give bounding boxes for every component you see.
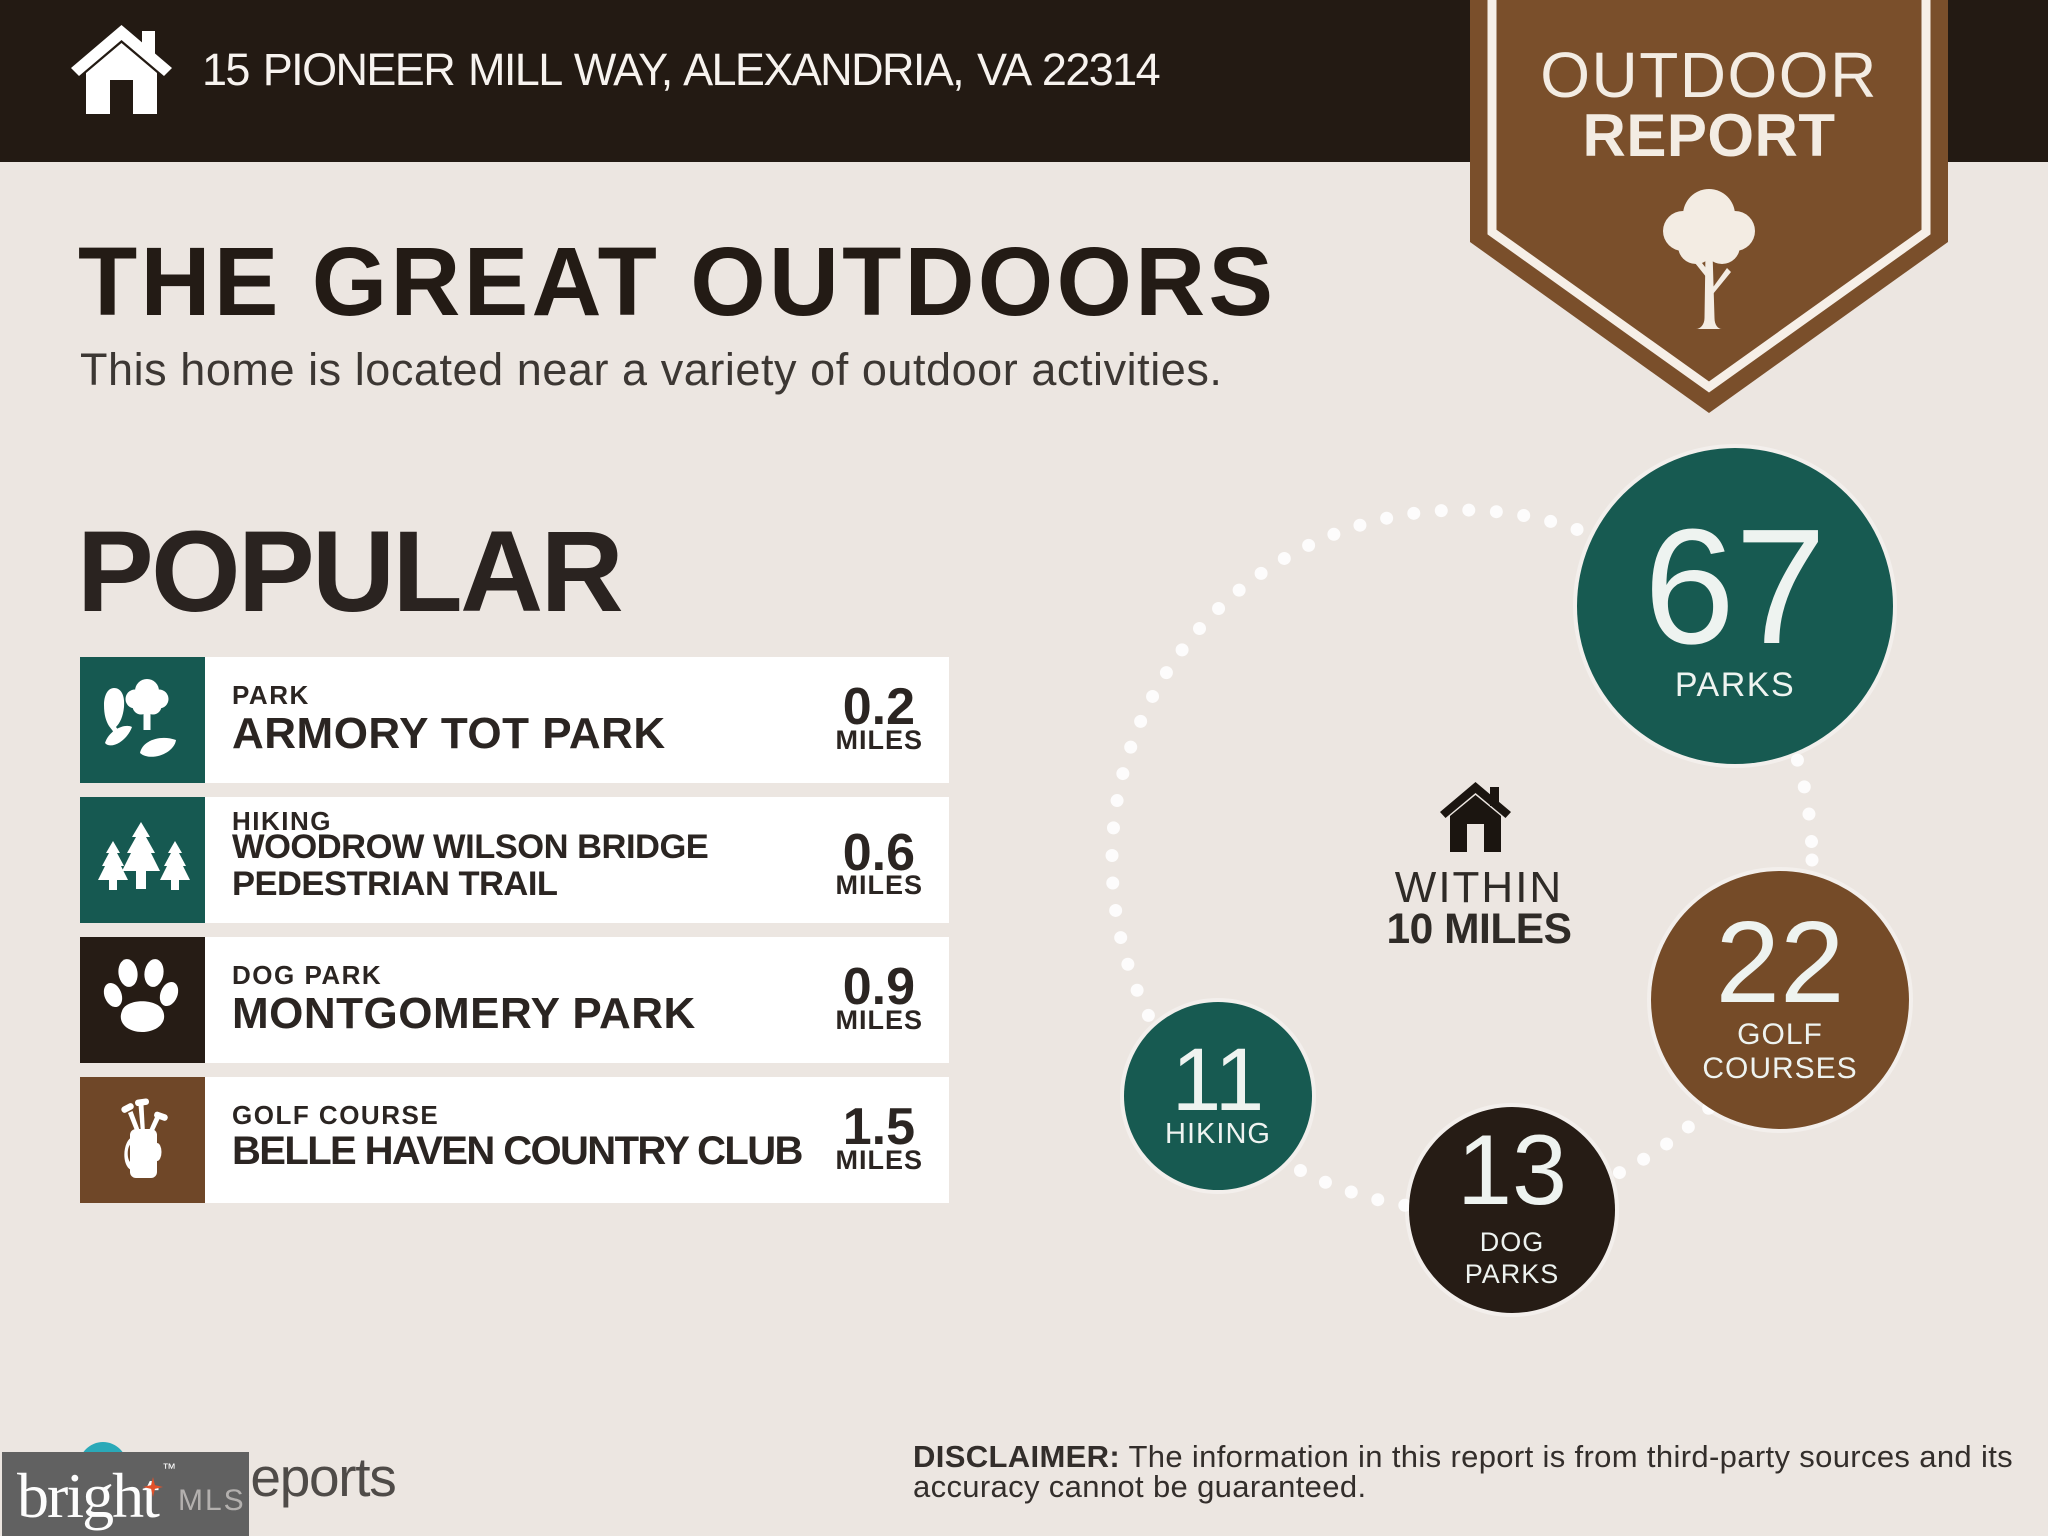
svg-text:REPORT: REPORT: [1582, 102, 1835, 169]
svg-text:OUTDOOR: OUTDOOR: [1540, 39, 1878, 111]
